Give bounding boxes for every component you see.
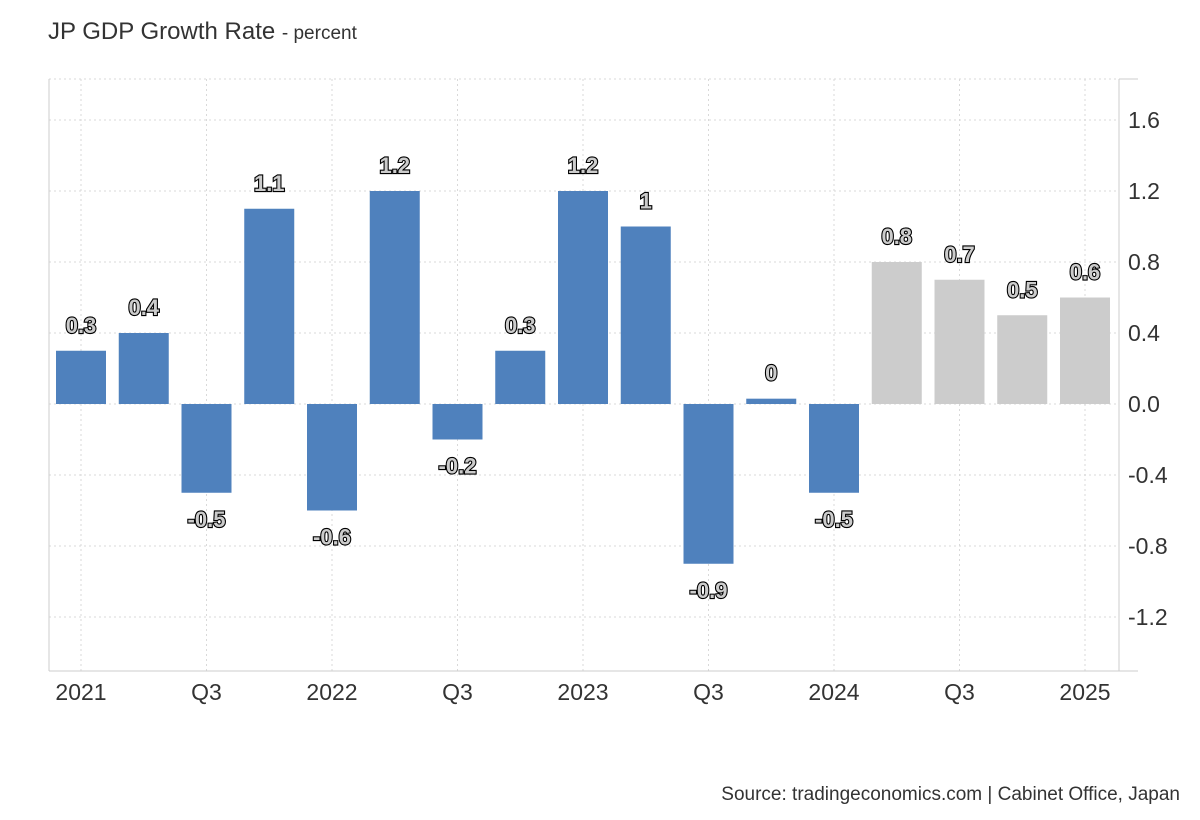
data-bar bbox=[56, 350, 106, 404]
data-bar bbox=[746, 398, 797, 404]
chart-subtitle: - percent bbox=[281, 23, 357, 44]
x-tick-label: Q3 bbox=[693, 679, 724, 705]
data-label: 0.3 bbox=[66, 313, 97, 338]
data-label: -0.5 bbox=[188, 507, 226, 532]
x-tick-label: Q3 bbox=[191, 679, 222, 705]
y-tick-label: 1.2 bbox=[1128, 178, 1160, 204]
data-label: -0.5 bbox=[815, 507, 853, 532]
data-bar bbox=[432, 404, 483, 440]
data-label: 0.8 bbox=[881, 224, 912, 249]
data-bar bbox=[558, 191, 608, 404]
x-tick-label: 2021 bbox=[55, 679, 106, 705]
data-bar bbox=[181, 404, 232, 493]
data-label: -0.9 bbox=[690, 578, 728, 603]
forecast-bar bbox=[934, 279, 985, 404]
data-bar bbox=[118, 333, 169, 404]
y-tick-label: -1.2 bbox=[1128, 604, 1168, 630]
data-label: 1 bbox=[640, 189, 652, 214]
y-tick-label: 1.6 bbox=[1128, 107, 1160, 133]
forecast-bar bbox=[871, 262, 922, 404]
data-bar bbox=[683, 404, 734, 564]
y-tick-label: 0.8 bbox=[1128, 249, 1160, 275]
y-tick-label: -0.8 bbox=[1128, 533, 1168, 559]
y-tick-label: 0.0 bbox=[1128, 391, 1160, 417]
x-tick-label: 2024 bbox=[808, 679, 859, 705]
x-tick-label: Q3 bbox=[442, 679, 473, 705]
data-label: 1.1 bbox=[254, 171, 285, 196]
data-label: 0.4 bbox=[128, 295, 159, 320]
forecast-bar bbox=[1060, 297, 1110, 404]
data-label: -0.6 bbox=[313, 525, 351, 550]
data-bar bbox=[809, 404, 859, 493]
x-tick-label: 2025 bbox=[1059, 679, 1110, 705]
data-bar bbox=[244, 208, 295, 404]
data-label: 0.6 bbox=[1070, 260, 1101, 285]
x-tick-label: 2023 bbox=[557, 679, 608, 705]
data-label: -0.2 bbox=[439, 454, 477, 479]
y-tick-label: -0.4 bbox=[1128, 462, 1168, 488]
y-tick-label: 0.4 bbox=[1128, 320, 1160, 346]
data-label: 0 bbox=[765, 361, 777, 386]
forecast-bar bbox=[997, 315, 1048, 404]
data-bar bbox=[495, 350, 546, 404]
data-label: 0.5 bbox=[1007, 277, 1038, 302]
chart-title: JP GDP Growth Rate - percent bbox=[48, 18, 357, 46]
source-note: Source: tradingeconomics.com | Cabinet O… bbox=[721, 784, 1180, 805]
x-tick-label: 2022 bbox=[306, 679, 357, 705]
chart-title-text: JP GDP Growth Rate bbox=[48, 18, 276, 45]
data-label: 1.2 bbox=[568, 153, 599, 178]
data-label: 0.3 bbox=[505, 313, 536, 338]
data-bar bbox=[620, 226, 671, 404]
x-tick-label: Q3 bbox=[944, 679, 975, 705]
data-label: 0.7 bbox=[944, 242, 975, 267]
data-bar bbox=[369, 191, 420, 404]
data-label: 1.2 bbox=[379, 153, 410, 178]
data-bar bbox=[307, 404, 357, 511]
